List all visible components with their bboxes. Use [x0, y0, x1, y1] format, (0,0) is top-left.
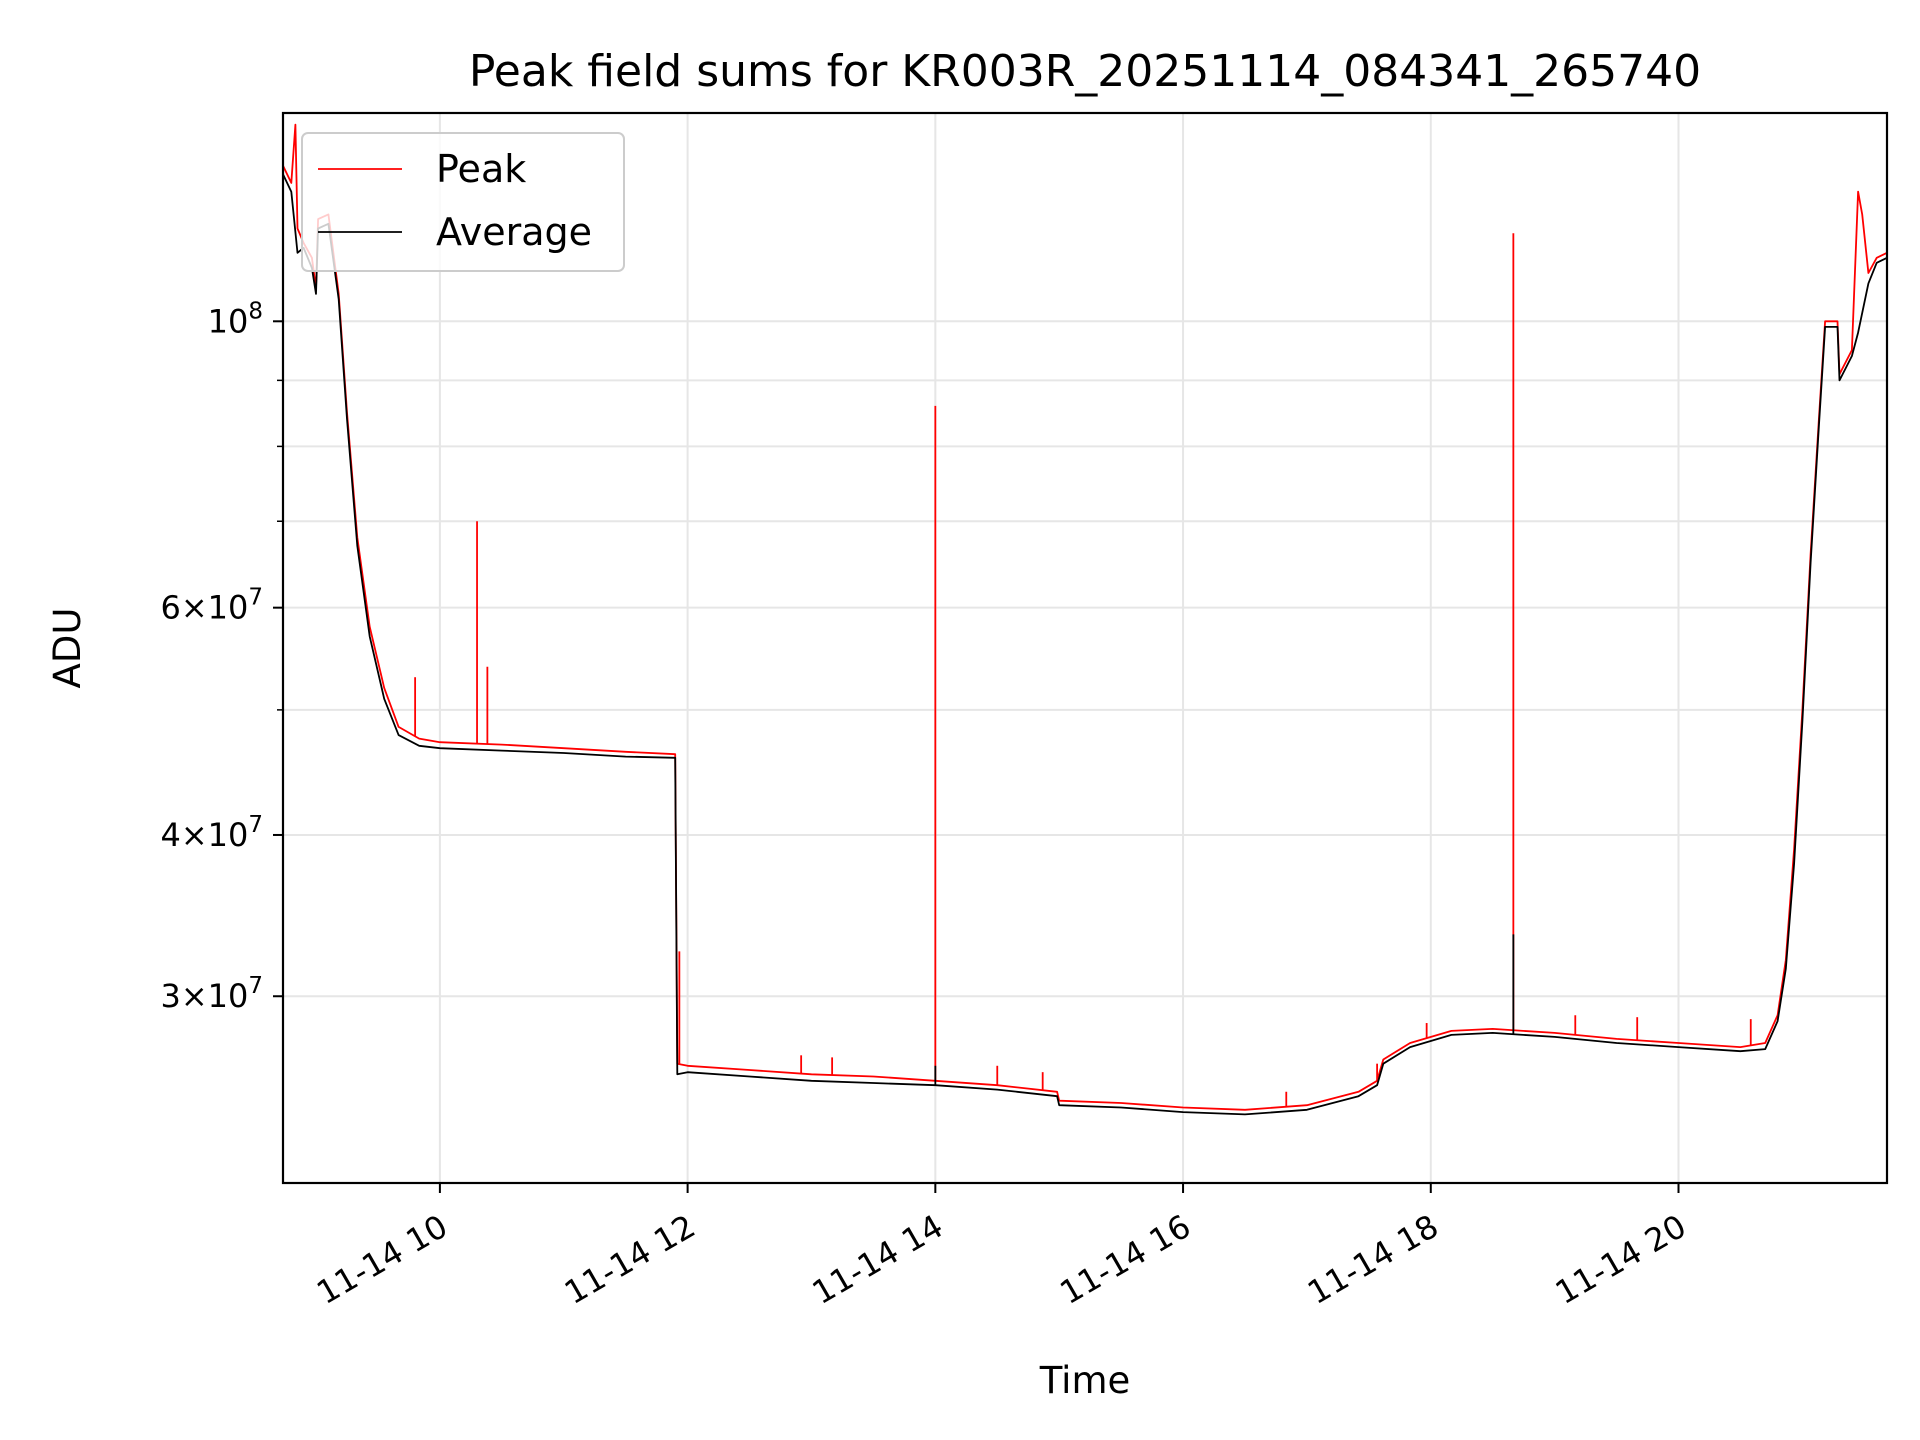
legend-box: [301, 132, 625, 272]
legend: Peak Average: [301, 132, 625, 272]
legend-label-peak: Peak: [436, 147, 526, 191]
x-axis-label: Time: [1039, 1359, 1131, 1402]
plot-area: [282, 123, 1888, 1116]
legend-label-average: Average: [436, 210, 592, 254]
y-axis-label: ADU: [46, 608, 89, 689]
grid: [283, 113, 1887, 1183]
y-tick-label: 108: [208, 298, 263, 340]
y-tick-label: 6×107: [160, 585, 263, 627]
series-line-average: [282, 173, 1888, 1116]
y-tick-label: 3×107: [160, 973, 263, 1015]
axes-frame: [281, 111, 1889, 1185]
chart-title: Peak field sums for KR003R_20251114_0843…: [469, 46, 1701, 97]
y-tick-label: 4×107: [160, 812, 263, 854]
